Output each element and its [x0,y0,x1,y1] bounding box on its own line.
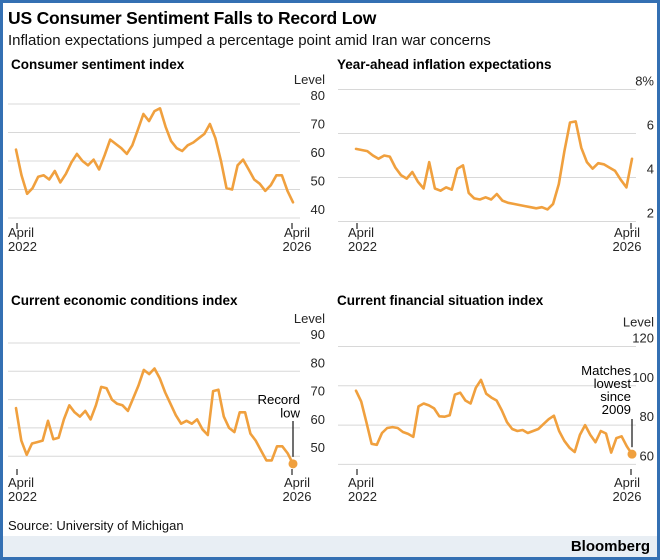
bloomberg-logo: Bloomberg [570,538,650,555]
panel-consumer-sentiment: Consumer sentiment index 80 70 60 50 40 Level… [8,57,330,260]
annotation-label: Record [257,392,300,407]
x-axis-start-label: 2022 [8,489,37,504]
y-tick-label: 8% [635,74,654,89]
annotation-label: lowest [594,376,632,391]
y-tick-label: 50 [311,441,325,456]
series-line [354,379,634,456]
y-tick-label: 60 [640,449,654,464]
economic-conditions-chart: 9080706050LevelApril2022April2026Recordl… [8,311,325,504]
y-tick-label: 80 [311,356,325,371]
panel-inflation-expectations: Year-ahead inflation expectations 8% 6 4 2 A… [334,57,656,260]
annotation-label: low [280,406,300,421]
annotation-label: since [600,389,631,404]
annotation-label: Matches [581,363,631,378]
chart-grid: Consumer sentiment index 80 70 60 50 40 Level… [3,51,657,508]
header: US Consumer Sentiment Falls to Record Lo… [3,3,657,51]
x-axis-start-label: April [348,225,374,240]
x-axis-end-label: April [614,475,640,490]
page-subtitle: Inflation expectations jumped a percenta… [8,32,491,50]
y-tick-label: 4 [647,162,654,177]
series-line [14,107,295,204]
brand-bar: Bloomberg [3,536,657,557]
x-axis-start-label: April [348,475,374,490]
y-tick-label: 100 [632,370,654,385]
x-axis-start-label: 2022 [8,239,37,254]
y-tick-label: 50 [311,174,325,189]
x-axis-end-label: 2026 [283,239,312,254]
y-tick-label: 90 [311,327,325,342]
source-note: Source: University of Michigan [8,518,184,534]
x-axis-end-label: April [284,475,310,490]
panel-title-consumer-sentiment: Consumer sentiment index [11,57,185,73]
x-axis-start-label: 2022 [348,239,377,254]
panel-financial-situation: Current financial situation index 120 100… [334,293,656,508]
page-title: US Consumer Sentiment Falls to Record Lo… [8,8,377,28]
end-point-dot [627,450,637,460]
y-axis-unit-label: Level [294,311,325,326]
annotation-label: 2009 [602,402,631,417]
panel-title-economic-conditions: Current economic conditions index [11,293,238,309]
x-axis-end-label: 2026 [613,489,642,504]
x-axis-end-label: April [614,225,640,240]
y-axis-unit-label: Level [623,315,654,330]
y-tick-label: 120 [632,331,654,346]
x-axis-end-label: April [284,225,310,240]
x-axis-start-label: 2022 [348,489,377,504]
end-point-dot [288,459,298,469]
x-axis-end-label: 2026 [283,489,312,504]
y-tick-label: 80 [640,410,654,425]
y-tick-label: 6 [647,118,654,133]
series-line [14,367,295,466]
x-axis-start-label: April [8,475,34,490]
y-axis-unit-label: Level [294,72,325,87]
y-tick-label: 60 [311,145,325,160]
y-tick-label: 70 [311,384,325,399]
y-tick-label: 60 [311,412,325,427]
y-tick-label: 40 [311,202,325,217]
y-tick-label: 80 [311,88,325,103]
y-tick-label: 70 [311,117,325,132]
financial-situation-chart: 1201008060LevelApril2022April2026Matches… [338,315,654,504]
x-axis-end-label: 2026 [613,239,642,254]
panel-title-financial-situation: Current financial situation index [337,293,544,309]
y-tick-label: 2 [647,206,654,221]
panel-title-inflation-expectations: Year-ahead inflation expectations [337,57,552,73]
series-line [354,120,634,211]
panel-economic-conditions: Current economic conditions index 90 80 70… [8,293,330,508]
x-axis-start-label: April [8,225,34,240]
